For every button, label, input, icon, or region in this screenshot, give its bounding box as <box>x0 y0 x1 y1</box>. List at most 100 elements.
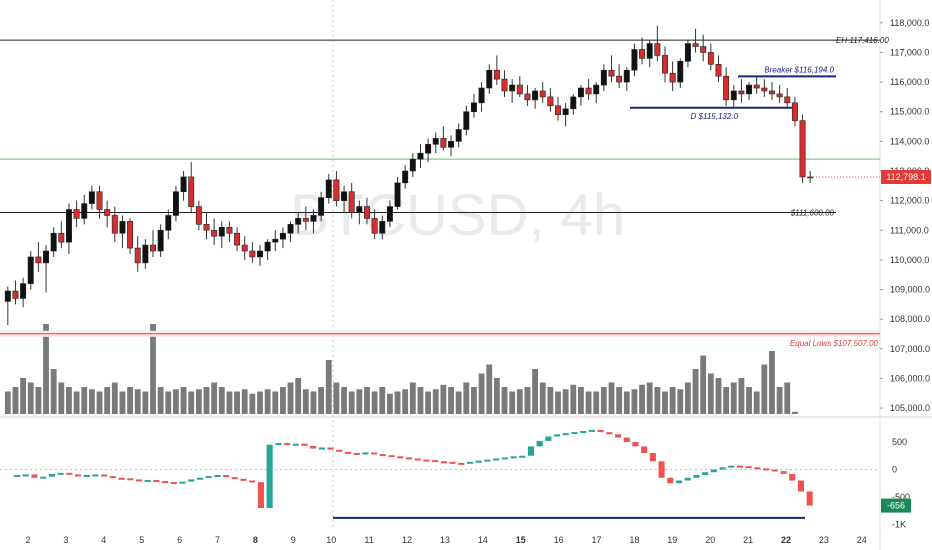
volume-bar <box>578 387 584 414</box>
candle-body <box>127 221 134 249</box>
candle-body <box>539 90 546 98</box>
volume-bar <box>600 387 607 414</box>
volume-bar <box>524 387 531 414</box>
indicator-bar <box>22 474 29 477</box>
indicator-bar <box>266 444 273 508</box>
volume-bar <box>58 382 65 414</box>
volume-bar <box>394 391 401 414</box>
candle-body <box>279 232 286 240</box>
indicator-bar <box>162 481 169 484</box>
volume-bar <box>608 382 615 414</box>
volume-bar <box>509 391 516 414</box>
volume-bar <box>341 387 347 414</box>
candle-body <box>631 49 638 71</box>
candle-body <box>493 69 500 80</box>
candle-body <box>4 290 11 302</box>
candle-body <box>662 55 668 74</box>
volume-bars <box>4 324 798 414</box>
indicator-bar <box>231 477 238 480</box>
candle-body <box>746 84 753 95</box>
indicator-tick-label: -1K <box>892 520 906 530</box>
candle-body <box>318 197 325 216</box>
candle-body <box>96 191 103 210</box>
indicator-bar <box>74 474 82 477</box>
volume-bar <box>104 387 111 414</box>
candle-body <box>646 43 653 59</box>
indicator-bar <box>144 479 151 482</box>
volume-bar <box>746 387 752 414</box>
indicator-bar <box>205 476 212 479</box>
candle-body <box>547 96 554 107</box>
volume-bar <box>616 387 623 414</box>
candle-body <box>195 206 202 225</box>
candle-body <box>379 221 386 234</box>
candle-body <box>35 256 42 264</box>
indicator-bar <box>571 432 578 435</box>
indicator-bar <box>789 473 796 481</box>
indicator-bar <box>388 455 395 458</box>
date-tick-label: 16 <box>554 535 564 545</box>
volume-bar <box>501 387 508 414</box>
indicator-bar <box>493 458 500 461</box>
candle-body <box>394 182 401 207</box>
indicator-bar <box>379 454 386 457</box>
date-tick-label: 17 <box>591 535 601 545</box>
candle-body <box>486 69 493 89</box>
indicator-bar <box>40 476 47 479</box>
candle-body <box>325 179 332 198</box>
candle-body <box>234 232 241 246</box>
indicator-bar <box>632 442 639 447</box>
candle-body <box>768 90 775 95</box>
price-tick-label: 110,000.0 <box>890 255 929 265</box>
date-tick-label: 23 <box>819 535 829 545</box>
date-tick-label: 3 <box>63 535 68 545</box>
indicator-bar <box>728 465 735 468</box>
candle-body <box>150 244 156 252</box>
volume-bar <box>639 384 645 414</box>
candle-body <box>807 176 814 179</box>
date-tick-label: 9 <box>291 535 296 545</box>
candle-body <box>639 49 646 59</box>
last-price-badge <box>881 169 931 184</box>
date-tick-label: 19 <box>667 535 677 545</box>
key-levels: EH 117,416.00 Breaker $116,194.0 D $115,13… <box>0 36 889 348</box>
indicator-bar <box>336 449 343 452</box>
candle-body <box>348 191 355 213</box>
volume-bar <box>769 351 775 414</box>
price-tick-label: 116,000.0 <box>890 77 929 87</box>
candle-body <box>654 43 661 56</box>
candle-body <box>12 290 19 299</box>
candle-body <box>791 102 798 121</box>
indicator-bar <box>484 459 491 462</box>
candle-body <box>455 129 462 142</box>
date-tick-label: 8 <box>253 535 258 545</box>
volume-bar <box>325 360 332 414</box>
candle-body <box>616 75 623 83</box>
level-label-demand: D $115,132.0 <box>691 112 739 121</box>
candle-body <box>532 90 539 101</box>
indicator-bar <box>57 472 64 475</box>
volume-bar <box>402 389 409 414</box>
indicator-bar <box>597 429 604 433</box>
date-tick-label: 13 <box>440 535 450 545</box>
indicator-bar <box>623 437 630 442</box>
volume-bar <box>88 389 95 414</box>
candle-body <box>264 241 271 252</box>
volume-bar <box>195 389 202 414</box>
volume-bar <box>180 387 187 414</box>
candle-body <box>165 215 172 231</box>
indicator-bar <box>519 455 526 458</box>
indicator-bar <box>614 434 622 438</box>
indicator-bar <box>536 440 543 447</box>
level-label-eh: EH 117,416.00 <box>836 36 889 45</box>
axes: 118,000.0 117,000.0 116,000.0 115,000.0 114,… <box>25 18 931 545</box>
indicator-bar <box>501 457 508 460</box>
indicator-bar <box>214 475 221 477</box>
date-tick-label: 24 <box>857 535 867 545</box>
candle-body <box>257 250 263 258</box>
price-tick-label: 112,000.0 <box>890 196 929 206</box>
indicator-bar <box>109 476 116 479</box>
volume-bar <box>432 389 439 414</box>
candle-body <box>73 209 80 219</box>
